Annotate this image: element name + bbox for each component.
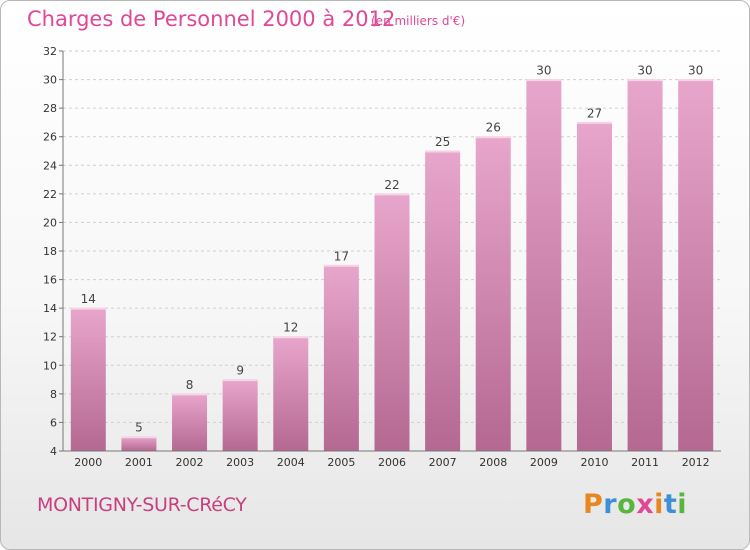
x-tick-label: 2002 xyxy=(176,456,204,469)
x-tick-label: 2001 xyxy=(125,456,153,469)
bar-value-label: 30 xyxy=(536,64,551,78)
bar xyxy=(222,379,258,451)
bar-value-label: 22 xyxy=(384,178,399,192)
bar-value-label: 17 xyxy=(334,249,349,263)
bar xyxy=(576,122,612,451)
x-tick-label: 2003 xyxy=(226,456,254,469)
y-tick-label: 22 xyxy=(43,188,57,201)
bar-value-label: 26 xyxy=(486,121,501,135)
y-tick-label: 28 xyxy=(43,102,57,115)
y-tick-label: 12 xyxy=(43,331,57,344)
y-tick-label: 20 xyxy=(43,216,57,229)
y-tick-label: 6 xyxy=(50,416,57,429)
y-tick-label: 4 xyxy=(50,445,57,458)
chart-subtitle: (en milliers d'€) xyxy=(371,14,466,28)
x-tick-label: 2005 xyxy=(327,456,355,469)
y-tick-label: 30 xyxy=(43,74,57,87)
y-tick-label: 10 xyxy=(43,359,57,372)
place-name: MONTIGNY-SUR-CRéCY xyxy=(37,494,247,516)
bar-value-label: 30 xyxy=(688,64,703,78)
y-tick-label: 14 xyxy=(43,302,57,315)
labels: 4 6 8 10 12 14 16 18 20 22 24 26 28 30 32 14 2000 5 2001 8 2… xyxy=(43,45,710,469)
proxiti-logo: Proxiti xyxy=(583,489,687,520)
bars xyxy=(70,79,714,452)
bar xyxy=(374,193,410,451)
bar xyxy=(526,79,562,452)
x-tick-label: 2004 xyxy=(277,456,305,469)
x-tick-label: 2011 xyxy=(631,456,659,469)
bar-value-label: 25 xyxy=(435,135,450,149)
bar-value-label: 12 xyxy=(283,321,298,335)
bar-value-label: 14 xyxy=(81,292,96,306)
chart-title: Charges de Personnel 2000 à 2012 xyxy=(27,7,396,31)
x-tick-label: 2010 xyxy=(580,456,608,469)
bar-value-label: 27 xyxy=(587,106,602,120)
bar-value-label: 8 xyxy=(186,378,194,392)
x-tick-label: 2007 xyxy=(429,456,457,469)
logo-letter: i xyxy=(654,489,664,520)
y-tick-label: 16 xyxy=(43,274,57,287)
y-tick-label: 8 xyxy=(50,388,57,401)
logo-letter: P xyxy=(583,489,604,520)
bar-value-label: 9 xyxy=(236,364,244,378)
x-tick-label: 2000 xyxy=(74,456,102,469)
bar-value-label: 5 xyxy=(135,421,143,435)
bar xyxy=(678,79,714,452)
x-tick-label: 2006 xyxy=(378,456,406,469)
logo-letter: x xyxy=(636,489,655,520)
x-tick-label: 2008 xyxy=(479,456,507,469)
bar xyxy=(121,436,157,451)
y-tick-label: 18 xyxy=(43,245,57,258)
bar xyxy=(273,336,309,451)
bar-value-label: 30 xyxy=(637,64,652,78)
x-tick-label: 2009 xyxy=(530,456,558,469)
y-tick-label: 24 xyxy=(43,159,57,172)
bar xyxy=(425,151,461,451)
y-tick-label: 26 xyxy=(43,131,57,144)
bar xyxy=(70,308,106,451)
logo-letter: o xyxy=(617,489,637,520)
axes xyxy=(59,50,721,452)
bar xyxy=(323,265,359,451)
logo-letter: t xyxy=(663,489,678,520)
bar xyxy=(627,79,663,452)
bar xyxy=(172,393,208,451)
bar xyxy=(475,136,511,451)
x-tick-label: 2012 xyxy=(682,456,710,469)
logo-letter: i xyxy=(677,489,688,520)
logo-letter: r xyxy=(603,489,618,520)
y-tick-label: 32 xyxy=(43,45,57,58)
